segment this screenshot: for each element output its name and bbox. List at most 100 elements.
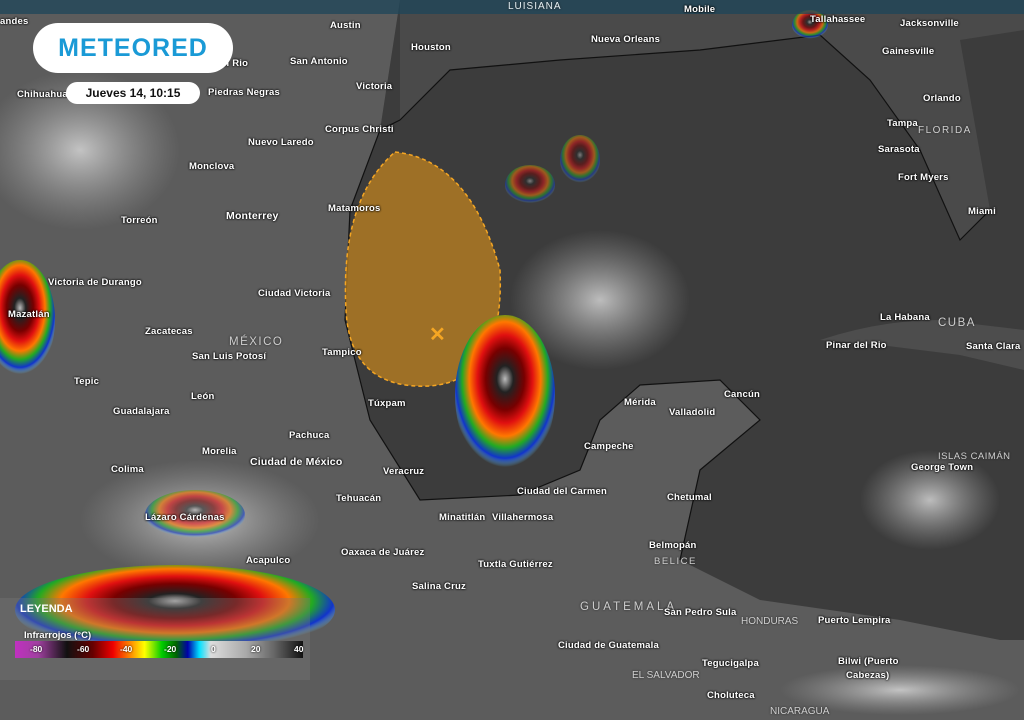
city-label: Chetumal (667, 492, 712, 503)
city-label: Austin (330, 20, 361, 31)
city-label: Mazatlán (8, 309, 50, 320)
x-mark-icon: ✕ (429, 324, 446, 346)
region-label: EL SALVADOR (632, 670, 700, 681)
city-label: La Habana (880, 312, 930, 323)
hazard-area (344, 151, 502, 387)
city-label: Zacatecas (145, 326, 193, 337)
legend-title: LEYENDA (20, 603, 73, 615)
city-label: Monclova (189, 161, 235, 172)
city-label: Matamoros (328, 203, 381, 214)
city-label: Tuxtla Gutiérrez (478, 559, 553, 570)
city-label: Tegucigalpa (702, 658, 759, 669)
city-label: Guadalajara (113, 406, 170, 417)
city-label: Mobile (684, 4, 716, 15)
temperature-color-scale: -80 -60 -40 -20 0 20 40 (15, 641, 303, 658)
region-label: HONDURAS (741, 616, 799, 627)
city-label: Jacksonville (900, 18, 959, 29)
region-label: FLORIDA (918, 125, 972, 136)
city-label: Victoria de Durango (48, 277, 142, 288)
region-label: BELICE (654, 556, 697, 567)
city-label: Ciudad de Guatemala (558, 640, 659, 651)
region-label: GUATEMALA (580, 601, 678, 613)
city-label: Sarasota (878, 144, 920, 155)
region-label: LUISIANA (508, 1, 562, 12)
city-label: andes (0, 16, 29, 27)
city-label: Tampa (887, 118, 918, 129)
meteored-logo[interactable]: METEORED (33, 23, 233, 73)
city-label: Belmopán (649, 540, 697, 551)
city-label: Oaxaca de Juárez (341, 547, 425, 558)
city-label: Acapulco (246, 555, 291, 566)
city-label: Torreón (121, 215, 158, 226)
city-label: George Town (911, 462, 974, 473)
city-label: San Luis Potosí (192, 351, 267, 362)
city-label: Colima (111, 464, 144, 475)
storm-cell (145, 490, 245, 540)
top-band (0, 0, 1024, 14)
city-label: Tepic (74, 376, 100, 387)
scale-tick: -40 (120, 644, 133, 654)
city-label: Campeche (584, 441, 634, 452)
city-label: Monterrey (226, 210, 279, 222)
scale-tick: 40 (294, 644, 304, 654)
region-label: MÉXICO (229, 336, 284, 348)
city-label: Orlando (923, 93, 961, 104)
city-label: Tehuacán (336, 493, 382, 504)
storm-cell (15, 565, 335, 655)
city-label: Valladolid (669, 407, 716, 418)
logo-text: METEORED (58, 33, 208, 62)
date-time: Jueves 14, 10:15 (85, 86, 181, 100)
city-label: Nuevo Laredo (248, 137, 314, 148)
region-label: ISLAS CAIMÁN (938, 451, 1011, 462)
city-label: Ciudad de México (250, 456, 343, 468)
city-label: Corpus Christi (325, 124, 394, 135)
city-label: Puerto Lempira (818, 615, 891, 626)
city-label: Piedras Negras (208, 87, 280, 98)
region-label: NICARAGUA (770, 706, 830, 717)
city-label: Lázaro Cárdenas (145, 512, 225, 523)
city-label: Salina Cruz (412, 581, 466, 592)
city-label: Choluteca (707, 690, 755, 701)
city-label: Cabezas) (846, 670, 890, 681)
city-label: Victoria (356, 81, 393, 92)
city-label: Morelia (202, 446, 237, 457)
scale-tick: 20 (251, 644, 261, 654)
scale-tick: -60 (77, 644, 90, 654)
date-time-badge: Jueves 14, 10:15 (66, 82, 200, 104)
city-label: Houston (411, 42, 451, 53)
city-label: Veracruz (383, 466, 425, 477)
city-label: Chihuahua (17, 89, 68, 100)
scale-tick: -20 (164, 644, 177, 654)
city-label: Nueva Orleans (591, 34, 661, 45)
city-label: Gainesville (882, 46, 935, 57)
city-label: Tampico (322, 347, 362, 358)
city-label: Pinar del Rio (826, 340, 887, 351)
legend-subtitle: Infrarrojos (°C) (24, 630, 92, 641)
city-label: Bilwi (Puerto (838, 656, 899, 667)
cuba-land (820, 320, 1024, 370)
city-label: Cancún (724, 389, 761, 400)
city-label: Ciudad Victoria (258, 288, 331, 299)
city-label: León (191, 391, 215, 402)
storm-cell (505, 165, 555, 205)
city-label: Túxpam (368, 398, 406, 409)
city-label: Minatitlán (439, 512, 486, 523)
city-label: Pachuca (289, 430, 330, 441)
scale-tick: -80 (30, 644, 43, 654)
region-label: CUBA (938, 317, 976, 329)
city-label: Santa Clara (966, 341, 1021, 352)
city-label: Fort Myers (898, 172, 949, 183)
storm-cell (560, 135, 600, 185)
city-label: Villahermosa (492, 512, 554, 523)
city-label: Del Rio (214, 58, 249, 69)
storm-cell (0, 260, 55, 380)
city-label: Ciudad del Carmen (517, 486, 607, 497)
legend: LEYENDA Infrarrojos (°C) -80 -60 -40 -20… (0, 598, 310, 680)
storm-cell (455, 315, 555, 475)
city-label: Miami (968, 206, 996, 217)
city-label: Mérida (624, 397, 656, 408)
scale-tick: 0 (211, 644, 216, 654)
city-label: San Pedro Sula (664, 607, 737, 618)
city-label: San Antonio (290, 56, 348, 67)
